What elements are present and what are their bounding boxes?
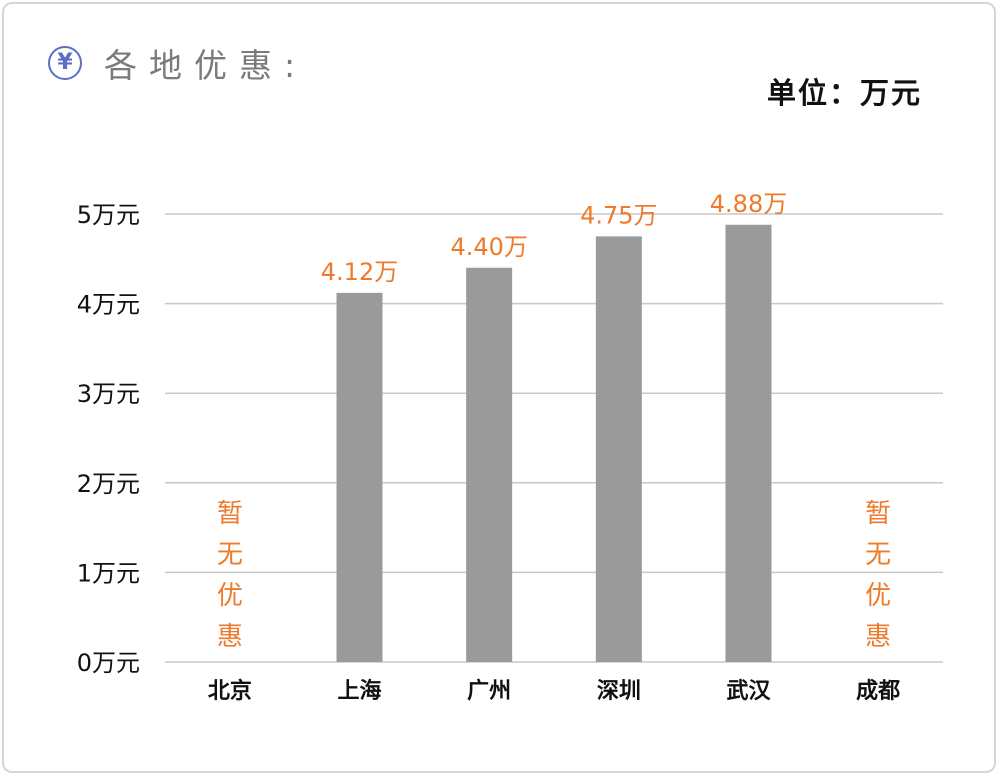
chart-header: ¥ 各地优惠:: [48, 40, 307, 86]
y-tick-label: 0万元: [77, 649, 140, 677]
y-tick-label: 4万元: [77, 291, 140, 319]
no-discount-label: 暂: [217, 499, 243, 529]
y-tick-label: 2万元: [77, 470, 140, 498]
no-discount-label: 优: [217, 581, 243, 611]
x-tick-label: 北京: [208, 678, 252, 704]
x-tick-label: 广州: [467, 678, 511, 704]
yen-circle-icon: ¥: [48, 46, 82, 80]
no-discount-label: 暂: [865, 499, 891, 529]
unit-label: 单位：万元: [766, 76, 922, 110]
no-discount-label: 无: [217, 540, 243, 570]
x-tick-label: 武汉: [726, 679, 771, 704]
no-discount-label: 惠: [217, 622, 243, 652]
y-tick-label: 5万元: [77, 201, 140, 229]
no-discount-label: 无: [865, 540, 891, 570]
y-tick-label: 1万元: [77, 559, 140, 587]
data-label: 4.12万: [321, 258, 398, 286]
no-discount-label: 优: [865, 581, 891, 611]
bar-2: [466, 267, 513, 662]
data-label: 4.40万: [450, 233, 527, 261]
x-tick-label: 成都: [856, 679, 900, 704]
data-label: 4.88万: [710, 190, 787, 218]
bar-4: [725, 224, 772, 662]
x-tick-label: 上海: [337, 678, 381, 704]
no-discount-label: 惠: [865, 622, 891, 652]
chart-title: 各地优惠:: [104, 46, 308, 85]
x-tick-label: 深圳: [597, 679, 641, 704]
bar-1: [336, 292, 383, 662]
y-tick-label: 3万元: [77, 380, 140, 408]
bar-3: [595, 236, 642, 662]
data-label: 4.75万: [580, 201, 657, 229]
